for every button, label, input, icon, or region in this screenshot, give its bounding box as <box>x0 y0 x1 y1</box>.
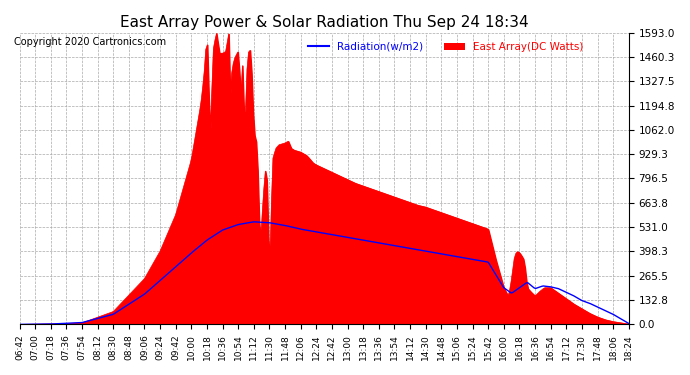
Text: Copyright 2020 Cartronics.com: Copyright 2020 Cartronics.com <box>14 37 166 47</box>
Title: East Array Power & Solar Radiation Thu Sep 24 18:34: East Array Power & Solar Radiation Thu S… <box>120 15 529 30</box>
Legend: Radiation(w/m2), East Array(DC Watts): Radiation(w/m2), East Array(DC Watts) <box>304 38 588 56</box>
